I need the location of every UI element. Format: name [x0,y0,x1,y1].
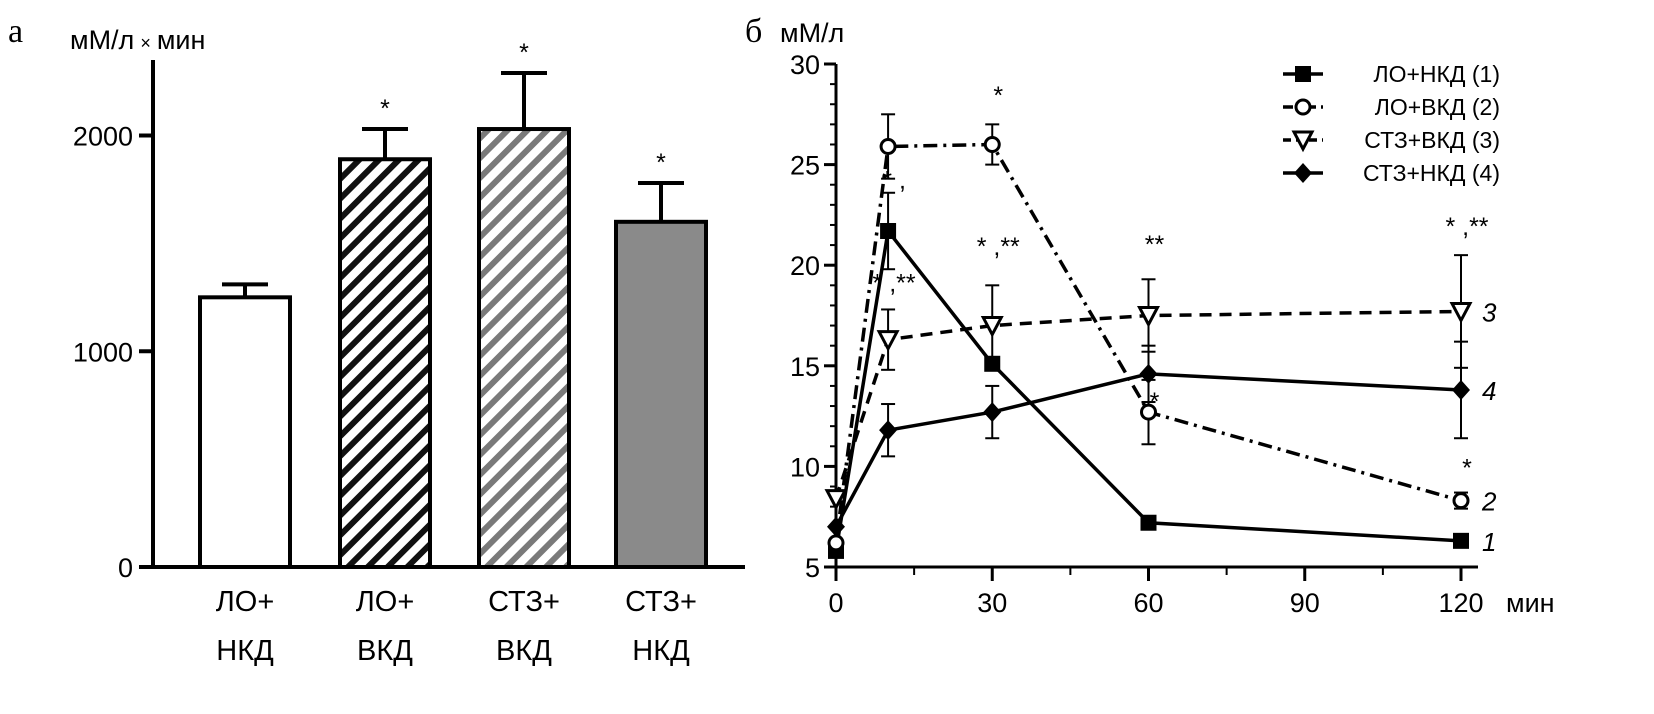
significance-mark: * [1462,454,1472,482]
line-y-tick-label: 30 [790,50,820,80]
curve-number-label: 3 [1482,297,1497,327]
legend-item: СТЗ+НКД (4) [1283,160,1500,186]
line-x-axis-label: мин [1506,588,1555,618]
bar [616,222,706,567]
legend-label: СТЗ+НКД (4) [1363,160,1500,186]
data-point [1141,515,1157,531]
line-y-tick-label: 25 [790,151,820,181]
bar [340,159,430,567]
legend-label: ЛО+НКД (1) [1374,61,1501,87]
significance-mark: * , [882,167,906,195]
data-point [1452,380,1470,400]
bar-category-label-line1: ЛО+ [216,586,275,618]
line-x-tick-label: 120 [1438,588,1483,618]
bar-y-axis-label: мМ/л × мин [70,25,205,55]
panel-letter-a: а [8,13,23,50]
curve-number-label: 1 [1482,527,1496,557]
bar-category-label-line2: ВКД [496,635,552,667]
line-y-tick-label: 5 [805,553,820,583]
data-point [1452,303,1470,320]
line-x-tick-label: 0 [828,588,843,618]
bar-category-label-line2: НКД [632,635,690,667]
bar-significance-mark: * [656,149,666,177]
significance-mark: * ,** [1445,213,1488,241]
bar-y-tick-label: 0 [118,553,133,583]
significance-mark: * [1150,388,1160,416]
bar [479,129,569,567]
data-point [1453,533,1469,549]
legend-marker [1296,100,1310,114]
data-point [829,536,843,550]
line-y-axis-label: мМ/л [780,18,844,48]
bar-chart-panel: а мМ/л × мин 0 1000 2000 * * * ЛО+ НКД ЛО+ ВКД СТЗ… [8,13,745,667]
data-point [985,137,999,151]
bar-significance-mark: * [380,95,390,123]
bar-y-ticks: 0 1000 2000 [73,122,153,583]
bar [200,297,290,567]
significance-mark: ** [1145,231,1165,259]
bar-category-label-line1: ЛО+ [356,586,415,618]
legend-item: ЛО+НКД (1) [1283,61,1500,87]
curve-number-label: 2 [1481,487,1497,517]
data-point [1454,494,1468,508]
curve-number-label: 4 [1482,376,1496,406]
significance-mark: * ,** [977,233,1020,261]
significance-mark: * [993,82,1003,110]
bar-category-label-line1: СТЗ+ [625,586,697,618]
bars: * * * [200,39,706,567]
legend-marker [1294,163,1312,183]
bar-category-label-line2: НКД [216,635,274,667]
bar-category-label-line2: ВКД [357,635,413,667]
data-point [879,420,897,440]
line-x-tick-label: 90 [1290,588,1320,618]
bar-y-tick-label: 2000 [73,122,133,152]
data-point [880,223,896,239]
data-point [879,332,897,349]
line-series-4: 4 [827,342,1496,537]
bar-category-label-line1: СТЗ+ [488,586,560,618]
legend-label: СТЗ+ВКД (3) [1364,127,1500,153]
bar-category-labels: ЛО+ НКД ЛО+ ВКД СТЗ+ ВКД СТЗ+ НКД [216,586,697,667]
figure: а мМ/л × мин 010002000 *** ЛО+НКДЛО+ВКДСТЗ… [0,0,1654,714]
bar-significance-mark: * [519,39,529,67]
legend-marker [1295,66,1311,82]
line-series-3: 3 [827,255,1497,507]
line-x-tick-label: 30 [977,588,1007,618]
line-y-tick-label: 10 [790,452,820,482]
legend-label: ЛО+ВКД (2) [1375,94,1500,120]
legend-item: ЛО+ВКД (2) [1283,94,1500,120]
bar-y-tick-label: 1000 [73,337,133,367]
data-point [881,139,895,153]
line-y-tick-label: 15 [790,352,820,382]
panel-letter-b: б [745,13,762,50]
legend-item: СТЗ+ВКД (3) [1283,127,1500,153]
line-x-tick-label: 60 [1133,588,1163,618]
significance-mark: * ,** [873,269,916,297]
line-y-tick-label: 20 [790,251,820,281]
data-point [983,402,1001,422]
legend: ЛО+НКД (1) ЛО+ВКД (2) СТЗ+ВКД (3) СТЗ+НКД (… [1283,61,1500,186]
